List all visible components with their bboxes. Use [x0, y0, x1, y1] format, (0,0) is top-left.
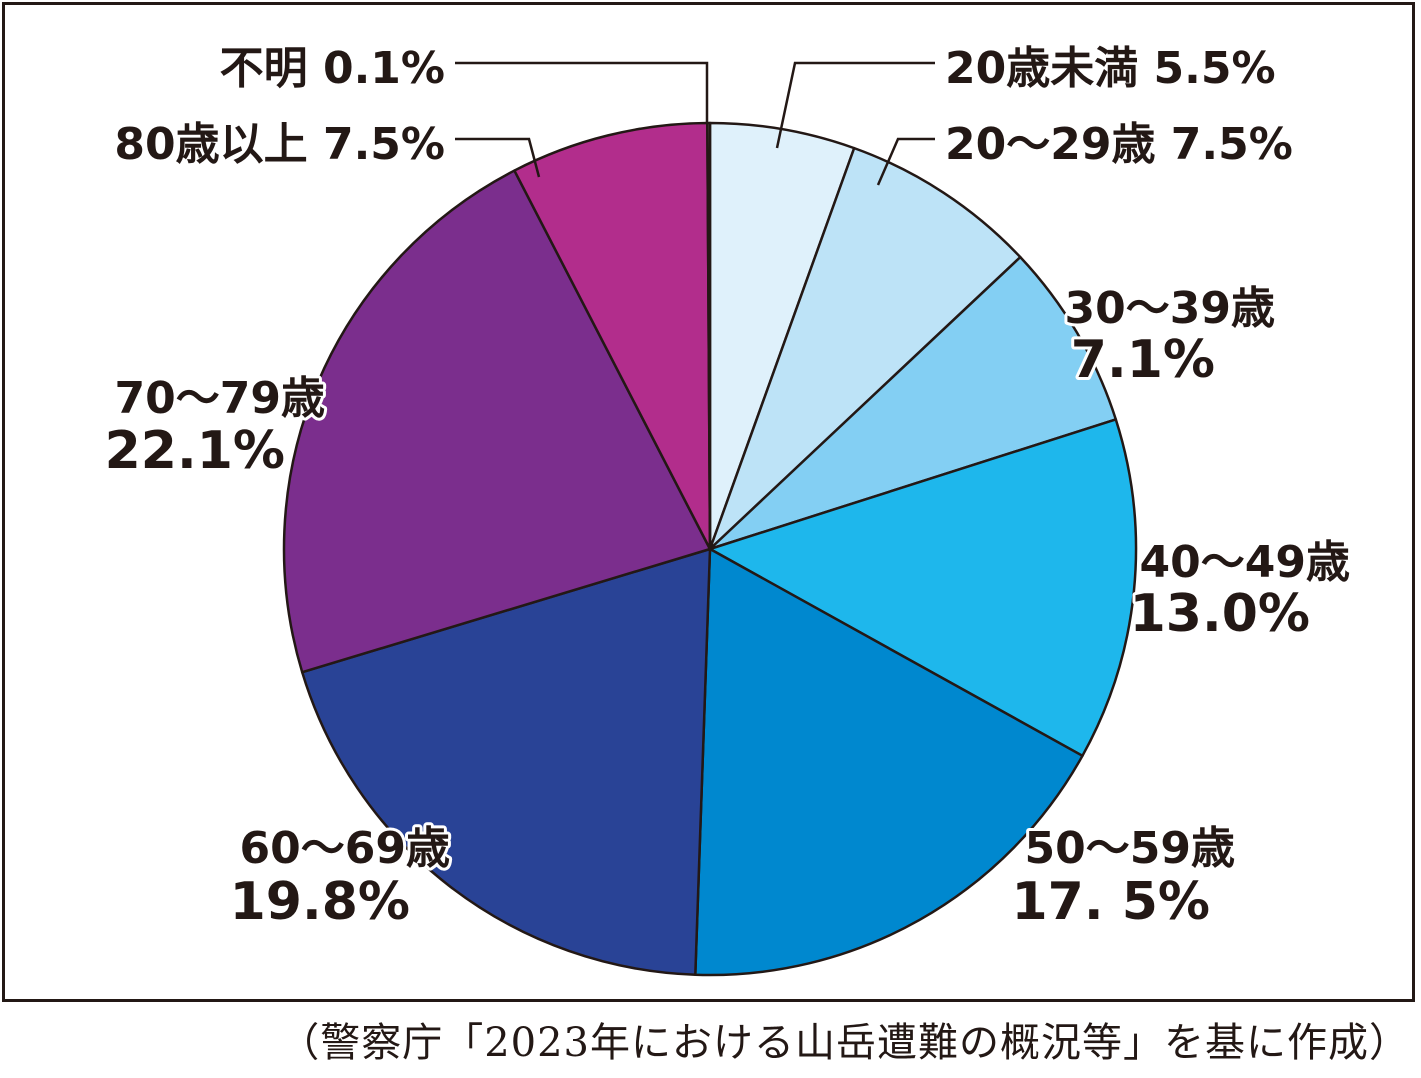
slice-1 — [708, 121, 856, 551]
leader-line-1 — [775, 61, 935, 149]
slice-label-3: 30～39歳 — [1065, 283, 1275, 334]
slice-label-8: 80歳以上 7.5% — [114, 119, 445, 170]
slice-label-4: 40～49歳 — [1140, 537, 1350, 588]
slice-4 — [708, 418, 1138, 758]
slice-7 — [282, 169, 712, 674]
slice-3 — [708, 255, 1118, 551]
slice-value-6: 19.8% — [230, 872, 410, 932]
slice-label-5: 50～59歳 — [1025, 823, 1235, 874]
slice-value-5: 17. 5% — [1011, 872, 1210, 932]
slice-label-6: 60～69歳 — [240, 823, 450, 874]
slice-5 — [694, 547, 1084, 977]
chart-frame: 20歳未満 5.5% 20～29歳 7.5% 30～39歳 7.1% 40～49歳 13.… — [2, 2, 1415, 1002]
leader-line-8 — [455, 137, 541, 178]
slice-2 — [708, 146, 1022, 551]
source-note: （警察庁「2023年における山岳遭難の概況等」を基に作成） — [279, 1020, 1410, 1066]
slice-8 — [513, 121, 712, 551]
slice-value-4: 13.0% — [1130, 584, 1310, 644]
slice-value-7: 22.1% — [105, 421, 285, 481]
slice-value-3: 7.1% — [1071, 330, 1215, 390]
slice-label-2: 20～29歳 7.5% — [945, 119, 1293, 170]
slice-label-7: 70～79歳 — [115, 373, 325, 424]
leader-line-2 — [876, 137, 935, 186]
slice-9 — [706, 121, 712, 551]
slice-label-1: 20歳未満 5.5% — [945, 43, 1276, 94]
slice-6 — [300, 547, 712, 976]
leader-line-9 — [455, 61, 709, 122]
slice-label-9: 不明 0.1% — [220, 43, 445, 94]
